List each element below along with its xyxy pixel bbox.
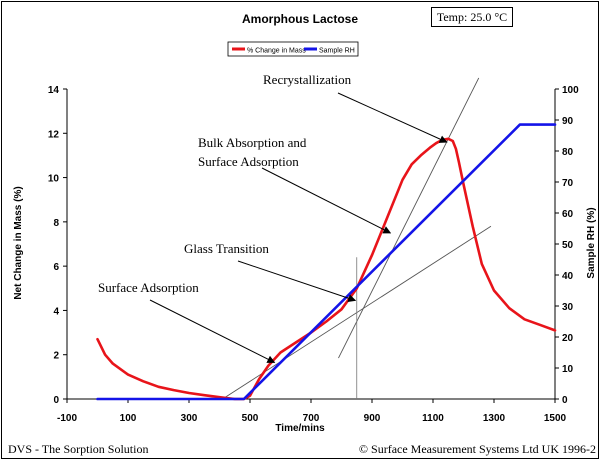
annotation-arrow-surface-adsorption xyxy=(149,299,276,363)
legend-mass-label: % Change in Mass xyxy=(247,48,306,55)
x-tick-label: 1500 xyxy=(544,413,567,424)
y-right-tick-label: 50 xyxy=(562,240,574,251)
sample-rh-line xyxy=(96,123,557,401)
footer-left: DVS - The Sorption Solution xyxy=(8,442,149,456)
annotation-glass-transition: Glass Transition xyxy=(184,241,269,256)
y-right-axis-label: Sample RH (%) xyxy=(586,207,597,278)
guide-lines xyxy=(222,77,492,400)
y-left-tick-label: 4 xyxy=(53,306,59,317)
x-tick-label: 300 xyxy=(181,413,198,424)
x-tick-label: 900 xyxy=(364,413,381,424)
y-right-tick-label: 80 xyxy=(562,147,574,158)
annotations: Surface Adsorption Glass Transition Bulk A… xyxy=(98,72,448,363)
y-right-tick-label: 90 xyxy=(562,116,574,127)
y-right-tick-label: 40 xyxy=(562,271,574,282)
annotation-arrow-recrystallization xyxy=(337,92,448,143)
annotation-bulk-absorption-line-1: Bulk Absorption and xyxy=(198,135,307,150)
tangent-line-2 xyxy=(338,77,480,359)
annotation-arrow-glass-transition xyxy=(237,260,357,303)
y-left-axis-label: Net Change in Mass (%) xyxy=(13,186,24,299)
x-tick-label: 700 xyxy=(303,413,320,424)
x-axis-label: Time/mins xyxy=(275,423,325,434)
y-right-tick-label: 70 xyxy=(562,178,574,189)
x-tick-label: -100 xyxy=(57,413,77,424)
y-right-tick-label: 0 xyxy=(562,395,568,406)
x-tick-label: 1300 xyxy=(483,413,506,424)
y-left-tick-label: 0 xyxy=(53,395,59,406)
annotation-arrow-bulk-absorption xyxy=(261,167,392,234)
y-right-tick-label: 60 xyxy=(562,209,574,220)
y-left-tick-label: 2 xyxy=(53,351,59,362)
y-left-tick-label: 8 xyxy=(53,218,59,229)
x-tick-label: 1100 xyxy=(422,413,444,424)
y-left-tick-label: 12 xyxy=(48,129,60,140)
legend-rh-label: Sample RH xyxy=(319,48,355,55)
annotation-surface-adsorption: Surface Adsorption xyxy=(98,280,199,295)
mass-change-line xyxy=(96,137,557,401)
x-tick-label: 100 xyxy=(120,413,137,424)
x-tick-label: 500 xyxy=(242,413,259,424)
chart-title: Amorphous Lactose xyxy=(242,12,358,26)
y-left-tick-label: 10 xyxy=(48,174,60,185)
y-left-tick-label: 6 xyxy=(53,262,59,273)
y-right-tick-label: 10 xyxy=(562,364,574,375)
annotation-recrystallization: Recrystallization xyxy=(263,72,352,87)
annotation-bulk-absorption-line-2: Surface Adsorption xyxy=(198,154,299,169)
temperature-label: Temp: 25.0 °C xyxy=(431,7,513,27)
y-left-tick-label: 14 xyxy=(48,85,60,96)
footer-right: © Surface Measurement Systems Ltd UK 199… xyxy=(358,442,596,456)
axes: -100 100 300 500 700 900 1100 1300 1500024681012… xyxy=(48,85,579,424)
legend: % Change in Mass Sample RH xyxy=(227,41,359,57)
data-series xyxy=(96,123,557,401)
y-right-tick-label: 100 xyxy=(562,85,579,96)
y-right-tick-label: 20 xyxy=(562,333,574,344)
y-right-tick-label: 30 xyxy=(562,302,574,313)
